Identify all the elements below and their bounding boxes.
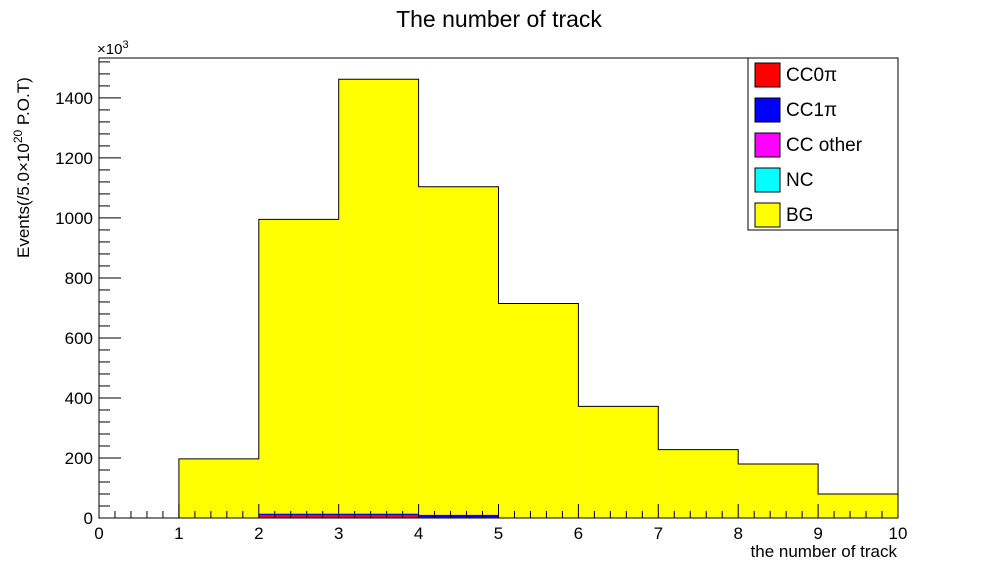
x-tick-label: 3 xyxy=(334,524,343,543)
y-tick-label: 1200 xyxy=(55,149,93,168)
legend-swatch-cc-other xyxy=(754,132,781,158)
x-tick-label: 6 xyxy=(574,524,583,543)
bar-bg-bin-7 xyxy=(658,449,739,518)
y-axis-ticks: 0 200 400 600 800 1000 1200 1400 xyxy=(55,61,121,528)
x-tick-label: 4 xyxy=(414,524,423,543)
y-tick-label: 400 xyxy=(65,389,93,408)
x-tick-label: 8 xyxy=(733,524,742,543)
bar-bg-bin-3 xyxy=(338,79,419,514)
x-tick-label: 5 xyxy=(494,524,503,543)
y-tick-label: 0 xyxy=(84,509,93,528)
bar-cc1--bin-3 xyxy=(338,513,419,515)
x-tick-label: 0 xyxy=(94,524,103,543)
y-axis-label: Events(/5.0×1020 P.O.T) xyxy=(11,77,33,258)
bar-bg-bin-2 xyxy=(258,219,339,514)
bar-cc1--bin-2 xyxy=(258,513,339,515)
bar-cc0--bin-2 xyxy=(258,514,339,518)
legend-label: NC xyxy=(786,170,813,191)
legend-swatch-cc1- xyxy=(754,97,781,123)
x-tick-label: 1 xyxy=(174,524,183,543)
x-tick-label: 7 xyxy=(654,524,663,543)
x-axis-label: the number of track xyxy=(751,542,898,561)
legend-label: CC0π xyxy=(786,65,837,86)
bar-bg-bin-5 xyxy=(498,303,579,518)
legend-swatch-nc xyxy=(754,167,781,193)
bar-bg-bin-8 xyxy=(738,463,819,518)
y-tick-label: 800 xyxy=(65,269,93,288)
x-tick-label: 2 xyxy=(254,524,263,543)
legend-label: BG xyxy=(786,205,813,226)
bar-bg-bin-1 xyxy=(178,458,259,518)
y-axis-multiplier: ×103 xyxy=(97,39,129,58)
bar-cc1--bin-4 xyxy=(418,514,499,518)
x-tick-label: 10 xyxy=(889,524,908,543)
y-tick-label: 600 xyxy=(65,329,93,348)
y-tick-label: 200 xyxy=(65,449,93,468)
bar-bg-bin-4 xyxy=(418,186,499,515)
chart-title: The number of track xyxy=(396,6,602,32)
bar-bg-bin-9 xyxy=(818,493,898,518)
y-tick-label: 1400 xyxy=(55,89,93,108)
x-tick-label: 9 xyxy=(813,524,822,543)
y-tick-label: 1000 xyxy=(55,209,93,228)
legend: CC0π CC1π CC other NC BG xyxy=(747,57,899,231)
legend-swatch-bg xyxy=(754,202,781,228)
legend-swatch-cc0- xyxy=(754,62,781,88)
bar-series-group xyxy=(99,78,899,519)
bar-bg-bin-6 xyxy=(578,406,659,518)
histogram-outline xyxy=(99,78,899,519)
legend-label: CC1π xyxy=(786,100,837,121)
x-axis-ticks: 0 1 2 3 4 5 6 7 8 9 10 xyxy=(94,504,907,543)
legend-entries: CC0π CC1π CC other NC BG xyxy=(754,62,863,228)
bar-cc0--bin-3 xyxy=(338,514,419,518)
legend-label: CC other xyxy=(786,135,863,156)
